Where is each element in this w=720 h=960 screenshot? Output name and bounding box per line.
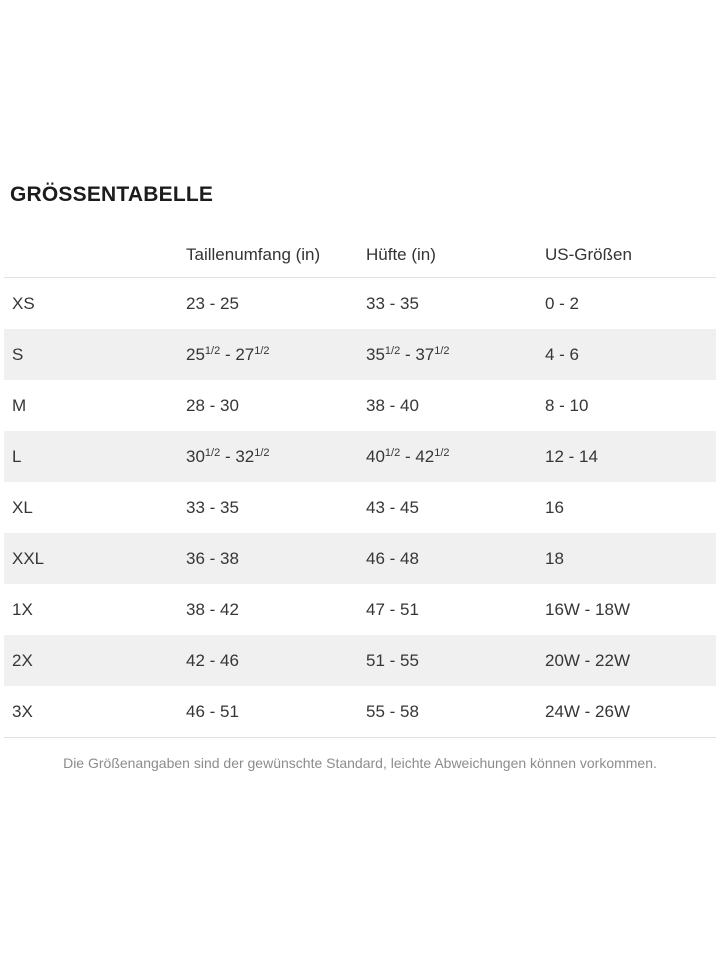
size-cell: 2X bbox=[12, 650, 33, 670]
size-cell: XXL bbox=[12, 548, 45, 568]
waist-cell: 33 - 35 bbox=[186, 497, 239, 517]
size-cell: 1X bbox=[12, 599, 33, 619]
waist-cell: 46 - 51 bbox=[186, 701, 239, 721]
us-size-cell: 12 - 14 bbox=[545, 446, 598, 466]
waist-cell: 23 - 25 bbox=[186, 293, 239, 313]
size-cell: S bbox=[12, 344, 24, 364]
footnote: Die Größenangaben sind der gewünschte St… bbox=[63, 755, 657, 771]
table-row: 1X 38 - 42 47 - 51 16W - 18W bbox=[4, 584, 716, 635]
us-size-cell: 4 - 6 bbox=[545, 344, 580, 364]
hip-cell: 38 - 40 bbox=[366, 395, 419, 415]
waist-cell: 36 - 38 bbox=[186, 548, 239, 568]
table-row: XS 23 - 25 33 - 35 0 - 2 bbox=[4, 278, 716, 329]
table-row: XXL 36 - 38 46 - 48 18 bbox=[4, 533, 716, 584]
table-header-row: Taillenumfang (in) Hüfte (in) US-Größen bbox=[4, 233, 716, 278]
table-row: L 301/2 - 321/2 401/2 - 421/2 12 - 14 bbox=[4, 431, 716, 482]
table-row: 2X 42 - 46 51 - 55 20W - 22W bbox=[4, 635, 716, 686]
hip-cell: 51 - 55 bbox=[366, 650, 419, 670]
table-row: M 28 - 30 38 - 40 8 - 10 bbox=[4, 380, 716, 431]
size-cell: L bbox=[12, 446, 22, 466]
hip-cell: 43 - 45 bbox=[366, 497, 419, 517]
column-header-waist: Taillenumfang (in) bbox=[186, 245, 321, 264]
waist-cell: 251/2 - 271/2 bbox=[186, 344, 270, 364]
size-cell: 3X bbox=[12, 701, 33, 721]
hip-cell: 351/2 - 371/2 bbox=[366, 344, 450, 364]
table-row: XL 33 - 35 43 - 45 16 bbox=[4, 482, 716, 533]
us-size-cell: 8 - 10 bbox=[545, 395, 589, 415]
column-header-us-sizes: US-Größen bbox=[545, 245, 632, 264]
hip-cell: 47 - 51 bbox=[366, 599, 419, 619]
us-size-cell: 16 bbox=[545, 497, 564, 517]
size-chart-page: GRÖSSENTABELLE Taillenumfang (in) Hüfte … bbox=[4, 183, 716, 771]
size-cell: XS bbox=[12, 293, 35, 313]
hip-cell: 46 - 48 bbox=[366, 548, 419, 568]
waist-cell: 38 - 42 bbox=[186, 599, 239, 619]
page-title: GRÖSSENTABELLE bbox=[10, 183, 214, 206]
us-size-cell: 16W - 18W bbox=[545, 599, 631, 619]
us-size-cell: 24W - 26W bbox=[545, 701, 631, 721]
size-table: Taillenumfang (in) Hüfte (in) US-Größen … bbox=[4, 233, 716, 738]
us-size-cell: 0 - 2 bbox=[545, 293, 580, 313]
size-cell: M bbox=[12, 395, 27, 415]
hip-cell: 33 - 35 bbox=[366, 293, 419, 313]
waist-cell: 42 - 46 bbox=[186, 650, 239, 670]
waist-cell: 301/2 - 321/2 bbox=[186, 446, 270, 466]
us-size-cell: 18 bbox=[545, 548, 564, 568]
waist-cell: 28 - 30 bbox=[186, 395, 239, 415]
hip-cell: 401/2 - 421/2 bbox=[366, 446, 450, 466]
us-size-cell: 20W - 22W bbox=[545, 650, 631, 670]
table-row: S 251/2 - 271/2 351/2 - 371/2 4 - 6 bbox=[4, 329, 716, 380]
hip-cell: 55 - 58 bbox=[366, 701, 419, 721]
size-cell: XL bbox=[12, 497, 33, 517]
table-row: 3X 46 - 51 55 - 58 24W - 26W bbox=[4, 686, 716, 737]
size-table-body: XS 23 - 25 33 - 35 0 - 2 S 251/2 - 271/2… bbox=[4, 278, 716, 737]
column-header-hip: Hüfte (in) bbox=[366, 245, 436, 264]
